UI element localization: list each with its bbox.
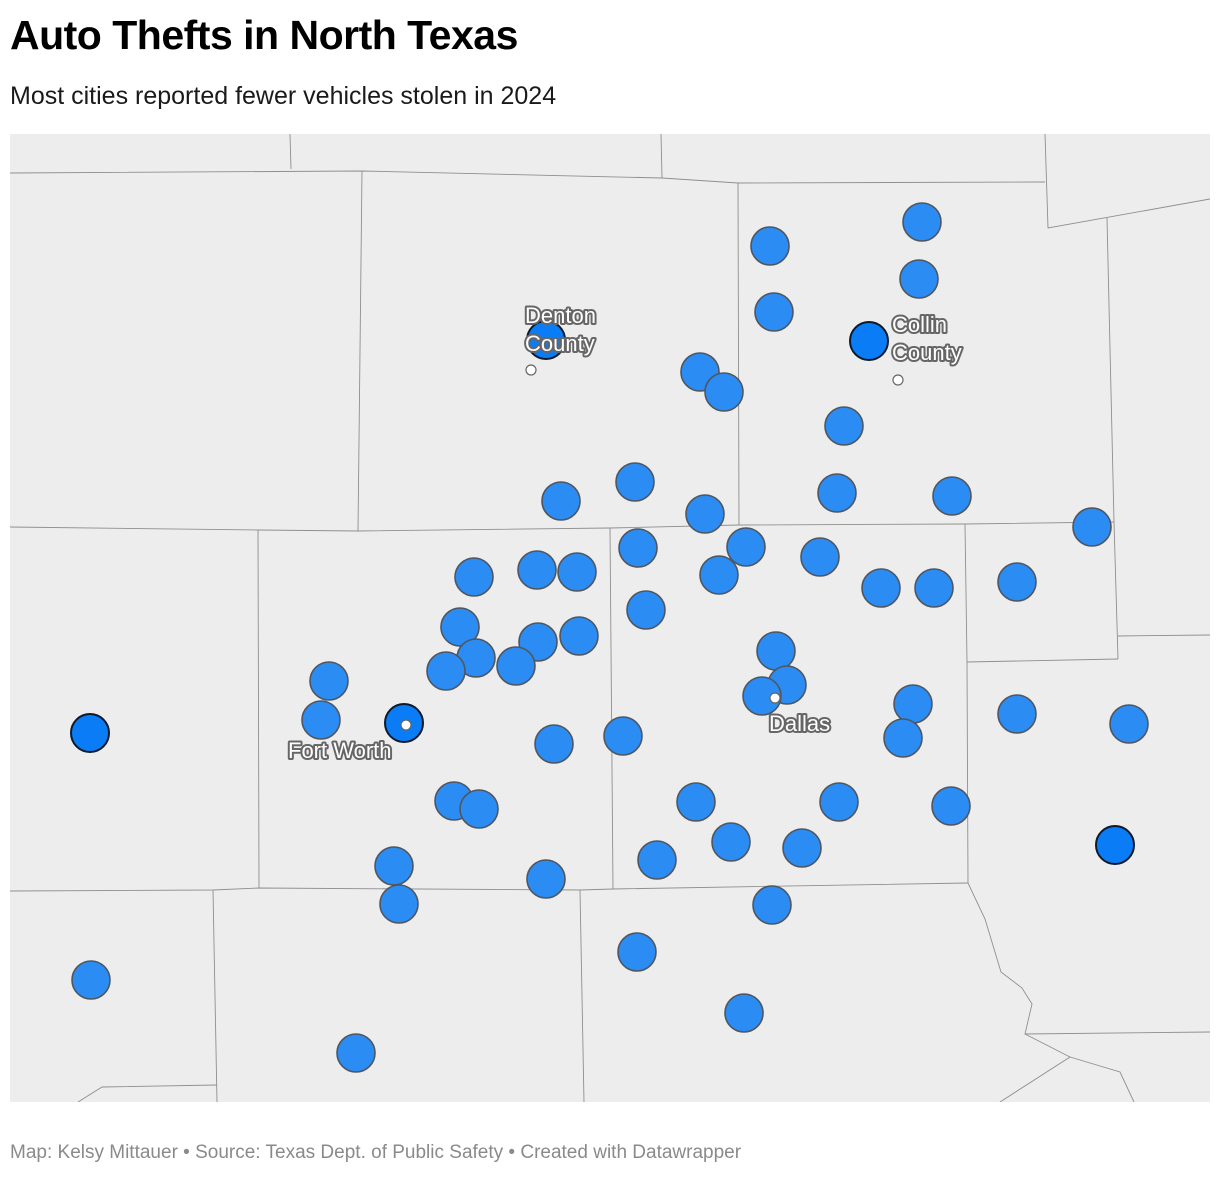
city-marker[interactable] bbox=[819, 782, 859, 822]
label-denton-county: Denton County bbox=[525, 303, 602, 356]
city-marker[interactable] bbox=[756, 631, 796, 671]
county-border bbox=[1069, 1056, 1135, 1102]
city-marker[interactable] bbox=[301, 700, 341, 740]
city-marker[interactable] bbox=[800, 537, 840, 577]
city-marker[interactable] bbox=[752, 885, 792, 925]
city-marker[interactable] bbox=[824, 406, 864, 446]
city-marker[interactable] bbox=[559, 616, 599, 656]
city-marker[interactable] bbox=[883, 718, 923, 758]
city-marker[interactable] bbox=[902, 202, 942, 242]
county-border bbox=[1044, 134, 1210, 229]
city-marker[interactable] bbox=[526, 859, 566, 899]
city-marker[interactable] bbox=[496, 646, 536, 686]
label-dallas: Dallas bbox=[769, 711, 830, 736]
city-marker[interactable] bbox=[754, 292, 794, 332]
city-marker[interactable] bbox=[899, 259, 939, 299]
city-marker[interactable] bbox=[932, 476, 972, 516]
city-marker[interactable] bbox=[724, 993, 764, 1033]
chart-title: Auto Thefts in North Texas bbox=[10, 12, 518, 58]
city-marker[interactable] bbox=[1109, 704, 1149, 744]
city-marker[interactable] bbox=[931, 786, 971, 826]
label-line: Collin bbox=[892, 312, 947, 337]
county-border bbox=[1117, 634, 1210, 637]
label-line: County bbox=[892, 340, 962, 365]
label-line: Dallas bbox=[769, 711, 830, 736]
city-marker[interactable] bbox=[1072, 507, 1112, 547]
city-marker[interactable] bbox=[517, 550, 557, 590]
city-marker[interactable] bbox=[615, 462, 655, 502]
collin-location-dot bbox=[892, 374, 904, 386]
county-border bbox=[737, 182, 740, 526]
county-borders bbox=[10, 134, 1210, 1102]
city-marker[interactable] bbox=[742, 676, 782, 716]
city-marker[interactable] bbox=[603, 716, 643, 756]
county-border bbox=[289, 134, 292, 170]
city-marker[interactable] bbox=[997, 694, 1037, 734]
map-canvas[interactable]: Denton County Collin County Dallas Fort … bbox=[10, 134, 1210, 1102]
city-marker[interactable] bbox=[626, 590, 666, 630]
city-marker[interactable] bbox=[374, 846, 414, 886]
label-line: County bbox=[525, 331, 595, 356]
county-border bbox=[10, 170, 1046, 184]
city-marker[interactable] bbox=[618, 528, 658, 568]
county-border bbox=[77, 1084, 218, 1102]
city-marker[interactable] bbox=[997, 562, 1037, 602]
city-marker[interactable] bbox=[454, 557, 494, 597]
city-marker-highlighted[interactable] bbox=[849, 321, 889, 361]
city-marker[interactable] bbox=[71, 960, 111, 1000]
label-collin-county: Collin County bbox=[892, 312, 962, 365]
county-border bbox=[357, 170, 363, 532]
city-marker[interactable] bbox=[914, 568, 954, 608]
place-labels: Denton County Collin County Dallas Fort … bbox=[286, 301, 964, 765]
county-border bbox=[966, 658, 1119, 663]
city-marker[interactable] bbox=[541, 481, 581, 521]
dallas-location-dot bbox=[769, 692, 781, 704]
city-marker[interactable] bbox=[699, 555, 739, 595]
fort-worth-location-dot bbox=[400, 719, 412, 731]
city-marker[interactable] bbox=[861, 568, 901, 608]
city-marker[interactable] bbox=[685, 494, 725, 534]
county-border bbox=[609, 527, 614, 890]
denton-location-dot bbox=[525, 364, 537, 376]
county-border bbox=[660, 134, 663, 179]
city-marker[interactable] bbox=[893, 684, 933, 724]
map[interactable]: Denton County Collin County Dallas Fort … bbox=[10, 134, 1210, 1102]
city-marker[interactable] bbox=[726, 527, 766, 567]
source-credit: Map: Kelsy Mittauer • Source: Texas Dept… bbox=[10, 1142, 742, 1163]
label-line: Fort Worth bbox=[288, 738, 392, 763]
city-marker[interactable] bbox=[750, 226, 790, 266]
city-marker-highlighted[interactable] bbox=[526, 320, 566, 360]
city-marker[interactable] bbox=[534, 724, 574, 764]
city-marker[interactable] bbox=[637, 840, 677, 880]
city-marker-highlighted[interactable] bbox=[1095, 825, 1135, 865]
city-marker[interactable] bbox=[617, 932, 657, 972]
city-marker[interactable] bbox=[426, 651, 466, 691]
label-fort-worth: Fort Worth bbox=[288, 738, 392, 763]
city-marker[interactable] bbox=[817, 473, 857, 513]
map-background bbox=[10, 134, 1210, 1102]
county-border bbox=[212, 889, 218, 1102]
city-marker[interactable] bbox=[704, 372, 744, 412]
city-location-dots bbox=[400, 364, 904, 731]
city-marker[interactable] bbox=[336, 1033, 376, 1073]
county-border bbox=[10, 882, 969, 892]
city-marker[interactable] bbox=[782, 828, 822, 868]
county-border bbox=[579, 889, 585, 1102]
city-marker[interactable] bbox=[440, 607, 480, 647]
city-marker[interactable] bbox=[557, 552, 597, 592]
city-marker[interactable] bbox=[309, 661, 349, 701]
city-marker-highlighted[interactable] bbox=[70, 713, 110, 753]
chart-subtitle: Most cities reported fewer vehicles stol… bbox=[10, 82, 557, 110]
label-line: Denton bbox=[525, 303, 596, 328]
county-border bbox=[257, 529, 260, 889]
city-marker[interactable] bbox=[711, 822, 751, 862]
city-marker[interactable] bbox=[379, 884, 419, 924]
city-marker[interactable] bbox=[459, 789, 499, 829]
city-marker[interactable] bbox=[676, 782, 716, 822]
